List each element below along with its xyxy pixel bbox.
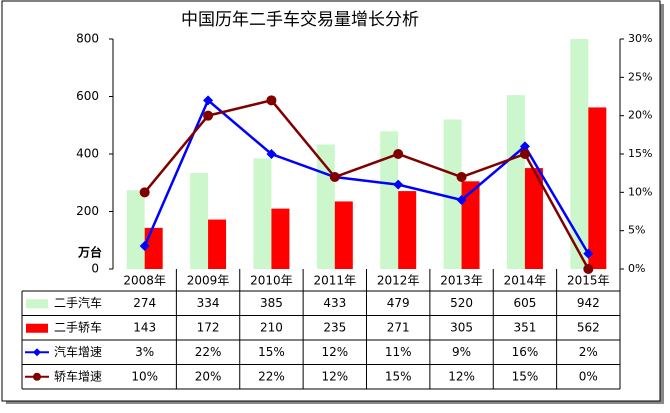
legend-swatch (26, 323, 48, 333)
y2-tick-label: 15% (628, 147, 652, 160)
bar (443, 119, 462, 269)
table-value: 235 (323, 320, 346, 334)
table-value: 15% (385, 369, 412, 383)
x-tick-label: 2012年 (377, 274, 420, 288)
bar (190, 172, 209, 269)
table-value: 271 (387, 320, 410, 334)
x-tick-label: 2008年 (123, 274, 166, 288)
table-value: 433 (323, 296, 346, 310)
legend-marker (33, 372, 41, 381)
point (203, 95, 214, 106)
table-value: 12% (321, 345, 348, 359)
x-tick-label: 2010年 (250, 274, 293, 288)
point (583, 264, 594, 274)
y2-tick-label: 25% (628, 70, 652, 83)
table-value: 520 (450, 296, 473, 310)
bar (144, 227, 163, 269)
table-value: 9% (452, 345, 471, 359)
table-value: 12% (448, 369, 475, 383)
y2-tick-label: 20% (628, 109, 652, 122)
bar (334, 201, 353, 269)
table-value: 942 (577, 296, 600, 310)
table-value: 210 (260, 320, 283, 334)
table-value: 605 (513, 296, 536, 310)
table-value: 274 (133, 296, 156, 310)
bars (126, 39, 607, 269)
x-tick-label: 2011年 (314, 274, 357, 288)
x-tick-label: 2013年 (440, 274, 483, 288)
bar (208, 219, 227, 269)
table-value: 16% (512, 345, 539, 359)
table-value: 305 (450, 320, 473, 334)
bar (126, 190, 145, 269)
y-tick-label: 200 (76, 204, 99, 218)
table-value: 0% (579, 369, 598, 383)
x-tick-label: 2015年 (567, 274, 610, 288)
y-axis-label: 万台 (77, 245, 102, 260)
bar (316, 144, 335, 269)
chart-title: 中国历年二手车交易量增长分析 (181, 10, 419, 30)
table-value: 12% (321, 369, 348, 383)
bar (380, 131, 399, 269)
table-value: 10% (131, 369, 158, 383)
point (139, 241, 150, 251)
legend-swatch (26, 299, 48, 309)
table-value: 20% (195, 369, 222, 383)
legend-label: 二手轿车 (54, 319, 102, 334)
point (519, 141, 530, 152)
y2-tick-label: 10% (628, 185, 652, 198)
table-value: 334 (197, 296, 220, 310)
legend-marker (33, 348, 41, 357)
bar (524, 168, 543, 269)
y-tick-label: 0 (91, 262, 99, 276)
point (203, 110, 214, 121)
table-value: 172 (197, 320, 220, 334)
table-value: 143 (133, 320, 156, 334)
point (139, 187, 150, 198)
table-value: 15% (512, 369, 539, 383)
y-tick-label: 800 (76, 32, 99, 46)
point (519, 149, 530, 159)
x-tick-label: 2014年 (504, 274, 547, 288)
y2-tick-label: 5% (628, 224, 645, 237)
table-value: 2% (579, 345, 598, 359)
table-value: 3% (135, 345, 154, 359)
bar (271, 208, 290, 269)
table-value: 351 (513, 320, 536, 334)
point (456, 172, 467, 182)
point (266, 95, 277, 106)
bar (398, 191, 417, 269)
point (266, 149, 277, 159)
bar (506, 95, 525, 269)
legend-label: 二手汽车 (54, 295, 102, 310)
point (329, 172, 340, 182)
point (393, 149, 404, 159)
point (393, 179, 404, 190)
table-value: 22% (258, 369, 285, 383)
legend-label: 轿车增速 (54, 368, 102, 383)
line (143, 98, 590, 255)
x-tick-label: 2009年 (187, 274, 230, 288)
bar (588, 107, 607, 269)
table-value: 11% (385, 345, 412, 359)
table-value: 479 (387, 296, 410, 310)
y-tick-label: 400 (76, 147, 99, 161)
point (456, 195, 467, 205)
table-value: 562 (577, 320, 600, 334)
legend-label: 汽车增速 (54, 344, 102, 359)
point (583, 248, 594, 259)
bar (461, 181, 480, 269)
y2-tick-label: 30% (628, 32, 652, 45)
y2-tick-label: 0% (628, 262, 645, 275)
line (143, 98, 590, 270)
bar (570, 39, 589, 269)
table-value: 385 (260, 296, 283, 310)
bar (253, 158, 272, 269)
y-tick-label: 600 (76, 89, 99, 103)
table-value: 15% (258, 345, 285, 359)
table-value: 22% (195, 345, 222, 359)
data-table: 2008年 2009年 2010年 2011年 2012年 2013年 2014年 2015年… (21, 269, 621, 390)
